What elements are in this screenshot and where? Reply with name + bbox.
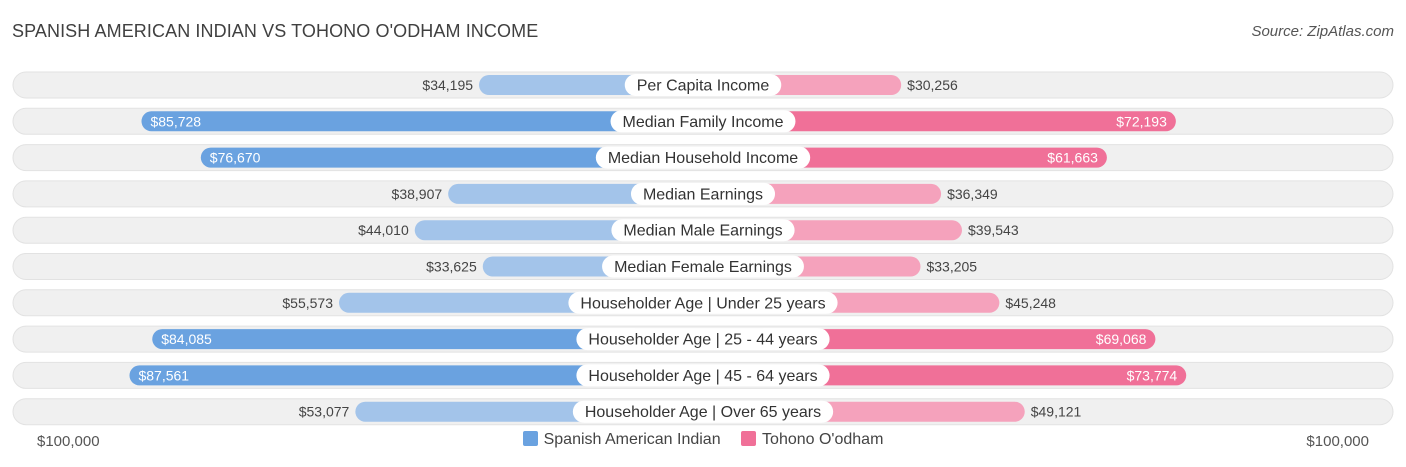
value-label-spanish-american-indian: $38,907 [392, 186, 443, 202]
category-pill [611, 219, 795, 242]
category-label: Median Male Earnings [623, 223, 782, 240]
value-label-tohono-oodham: $72,193 [1116, 113, 1167, 129]
value-label-tohono-oodham: $45,248 [1005, 295, 1056, 311]
category-pill [595, 146, 811, 169]
legend-label-tohono-oodham: Tohono O'odham [762, 431, 884, 448]
category-label: Householder Age | Under 25 years [580, 295, 825, 312]
value-label-tohono-oodham: $36,349 [947, 186, 998, 202]
category-label: Householder Age | 45 - 64 years [588, 368, 817, 385]
category-label: Per Capita Income [637, 78, 770, 95]
category-pill [630, 182, 776, 205]
category-pill [568, 291, 838, 314]
bar-spanish-american-indian [152, 329, 703, 350]
category-label: Median Female Earnings [614, 259, 792, 276]
value-label-tohono-oodham: $69,068 [1096, 331, 1147, 347]
bar-spanish-american-indian [141, 111, 704, 132]
category-label: Median Family Income [623, 114, 784, 131]
category-pill [624, 74, 782, 96]
legend: Spanish American Indian Tohono O'odham [0, 431, 1406, 449]
chart-plot: $34,195 $30,256 Per Capita Income $85,728 $7… [12, 71, 1394, 426]
category-pill [602, 255, 804, 278]
category-label: Median Earnings [643, 186, 763, 203]
legend-item-spanish-american-indian: Spanish American Indian [522, 431, 721, 449]
value-label-tohono-oodham: $61,663 [1047, 150, 1098, 166]
value-label-spanish-american-indian: $34,195 [422, 77, 473, 93]
value-label-spanish-american-indian: $44,010 [358, 222, 409, 238]
legend-swatch-tohono-oodham [741, 431, 757, 446]
value-label-spanish-american-indian: $87,561 [138, 367, 189, 383]
value-label-tohono-oodham: $39,543 [968, 222, 1019, 238]
category-pill [610, 110, 796, 133]
bar-spanish-american-indian [200, 147, 703, 168]
category-pill [576, 364, 830, 387]
bar-tohono-oodham [703, 111, 1176, 132]
value-label-spanish-american-indian: $33,625 [426, 259, 477, 275]
category-pill [576, 328, 830, 351]
value-label-tohono-oodham: $33,205 [926, 259, 977, 275]
value-label-tohono-oodham: $49,121 [1031, 404, 1082, 420]
axis-right-label: $100,000 [1306, 433, 1369, 450]
value-label-spanish-american-indian: $55,573 [282, 295, 333, 311]
value-label-spanish-american-indian: $84,085 [161, 331, 212, 347]
value-label-tohono-oodham: $73,774 [1127, 367, 1178, 383]
category-label: Householder Age | 25 - 44 years [588, 332, 817, 349]
chart-title: SPANISH AMERICAN INDIAN VS TOHONO O'ODHA… [12, 21, 539, 41]
value-label-spanish-american-indian: $76,670 [210, 150, 261, 166]
value-label-tohono-oodham: $30,256 [907, 77, 958, 93]
source-note: Source: ZipAtlas.com [1251, 23, 1394, 40]
value-label-spanish-american-indian: $53,077 [299, 404, 350, 420]
category-pill [572, 400, 834, 423]
legend-swatch-spanish-american-indian [522, 431, 538, 446]
category-label: Median Household Income [608, 150, 798, 167]
axis-left-label: $100,000 [37, 433, 100, 450]
bar-spanish-american-indian [129, 365, 703, 386]
category-label: Householder Age | Over 65 years [585, 404, 821, 421]
value-label-spanish-american-indian: $85,728 [150, 113, 201, 129]
legend-item-tohono-oodham: Tohono O'odham [741, 431, 883, 449]
legend-label-spanish-american-indian: Spanish American Indian [543, 431, 721, 448]
